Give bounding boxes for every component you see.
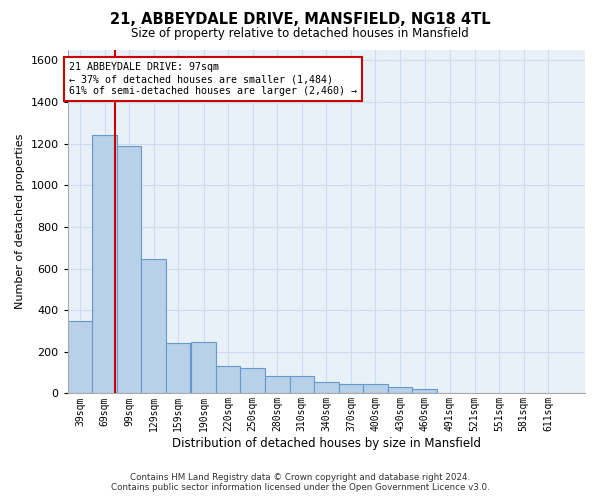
Bar bbox=[388, 387, 412, 394]
Bar bbox=[166, 344, 190, 394]
Bar bbox=[412, 390, 437, 394]
Bar bbox=[241, 368, 265, 394]
Bar bbox=[142, 259, 166, 394]
Text: 21 ABBEYDALE DRIVE: 97sqm
← 37% of detached houses are smaller (1,484)
61% of se: 21 ABBEYDALE DRIVE: 97sqm ← 37% of detac… bbox=[68, 62, 356, 96]
Text: Contains HM Land Registry data © Crown copyright and database right 2024.
Contai: Contains HM Land Registry data © Crown c… bbox=[110, 473, 490, 492]
X-axis label: Distribution of detached houses by size in Mansfield: Distribution of detached houses by size … bbox=[172, 437, 481, 450]
Bar bbox=[338, 384, 363, 394]
Bar bbox=[92, 136, 117, 394]
Y-axis label: Number of detached properties: Number of detached properties bbox=[15, 134, 25, 310]
Bar bbox=[191, 342, 216, 394]
Bar bbox=[117, 146, 142, 394]
Bar bbox=[290, 376, 314, 394]
Bar bbox=[265, 376, 290, 394]
Text: Size of property relative to detached houses in Mansfield: Size of property relative to detached ho… bbox=[131, 28, 469, 40]
Text: 21, ABBEYDALE DRIVE, MANSFIELD, NG18 4TL: 21, ABBEYDALE DRIVE, MANSFIELD, NG18 4TL bbox=[110, 12, 490, 28]
Bar bbox=[68, 320, 92, 394]
Bar bbox=[314, 382, 338, 394]
Bar bbox=[216, 366, 241, 394]
Bar bbox=[363, 384, 388, 394]
